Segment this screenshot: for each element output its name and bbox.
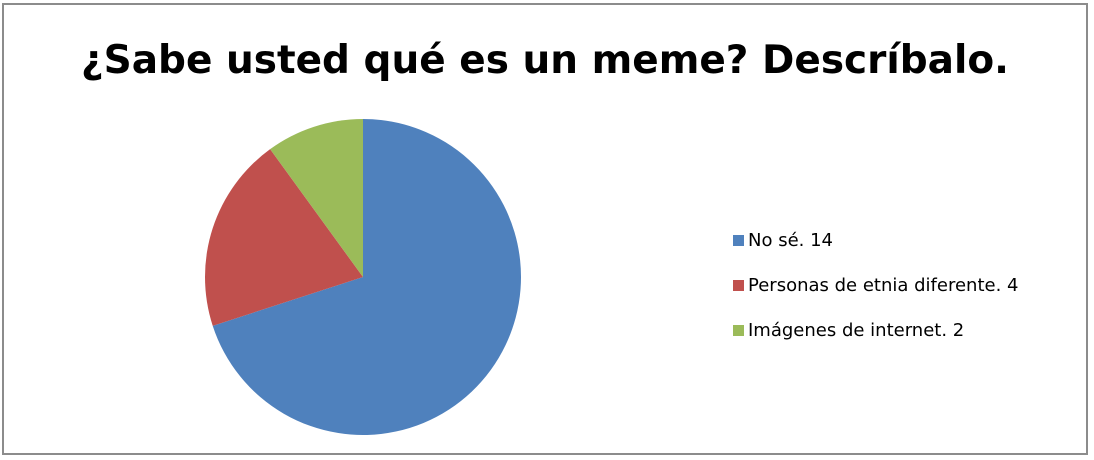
legend-label: Imágenes de internet. 2 bbox=[748, 320, 965, 341]
legend-item-personas: Personas de etnia diferente. 4 bbox=[733, 263, 1018, 308]
chart-title: ¿Sabe usted qué es un meme? Descríbalo. bbox=[81, 38, 1009, 83]
legend: No sé. 14 Personas de etnia diferente. 4… bbox=[733, 218, 1018, 353]
pie-slice-no-se bbox=[212, 119, 521, 435]
legend-label: No sé. 14 bbox=[748, 230, 833, 251]
legend-label: Personas de etnia diferente. 4 bbox=[748, 275, 1019, 296]
legend-item-no-se: No sé. 14 bbox=[733, 218, 1018, 263]
legend-swatch bbox=[733, 280, 744, 291]
pie-slices bbox=[204, 119, 521, 435]
legend-item-imagenes: Imágenes de internet. 2 bbox=[733, 308, 1018, 353]
chart-frame bbox=[2, 3, 1088, 455]
pie-slice-personas bbox=[204, 149, 363, 326]
legend-swatch bbox=[733, 325, 744, 336]
legend-swatch bbox=[733, 235, 744, 246]
pie-slice-imagenes bbox=[270, 119, 363, 277]
